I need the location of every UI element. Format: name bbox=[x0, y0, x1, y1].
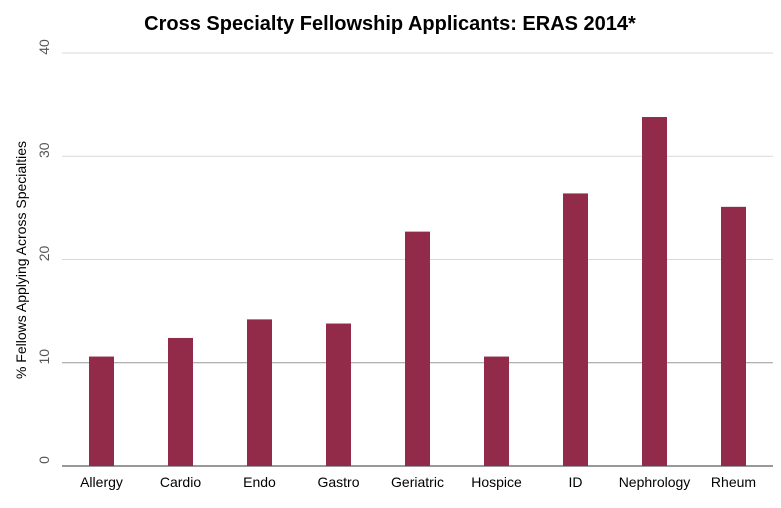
x-tick-label: Allergy bbox=[80, 474, 123, 490]
bar-geriatric bbox=[405, 231, 430, 466]
x-tick-label: Geriatric bbox=[391, 474, 444, 490]
chart-title: Cross Specialty Fellowship Applicants: E… bbox=[144, 13, 636, 35]
y-tick-label: 30 bbox=[36, 142, 52, 158]
bar-rheum bbox=[721, 206, 746, 466]
y-tick-label: 20 bbox=[36, 246, 52, 262]
x-tick-label: Cardio bbox=[160, 474, 201, 490]
y-axis-ticks: 0 10 20 30 40 bbox=[36, 39, 52, 464]
bar-allergy bbox=[89, 356, 114, 466]
y-tick-label: 0 bbox=[36, 456, 52, 464]
x-tick-label: Rheum bbox=[711, 474, 756, 490]
x-tick-label: Hospice bbox=[471, 474, 522, 490]
bars bbox=[89, 117, 746, 467]
bar-id bbox=[563, 193, 588, 467]
bar-endo bbox=[247, 319, 272, 466]
x-axis-ticks: Allergy Cardio Endo Gastro Geriatric Hospice I… bbox=[80, 474, 756, 490]
x-tick-label: Endo bbox=[243, 474, 276, 490]
bar-hospice bbox=[484, 356, 509, 466]
y-tick-label: 40 bbox=[36, 39, 52, 55]
x-tick-label: ID bbox=[569, 474, 583, 490]
x-tick-label: Gastro bbox=[317, 474, 359, 490]
bar-nephrology bbox=[642, 117, 667, 466]
y-axis-label: % Fellows Applying Across Specialties bbox=[13, 141, 29, 379]
y-tick-label: 10 bbox=[36, 349, 52, 365]
x-tick-label: Nephrology bbox=[619, 474, 691, 490]
bar-gastro bbox=[326, 323, 351, 466]
bar-cardio bbox=[168, 337, 193, 466]
